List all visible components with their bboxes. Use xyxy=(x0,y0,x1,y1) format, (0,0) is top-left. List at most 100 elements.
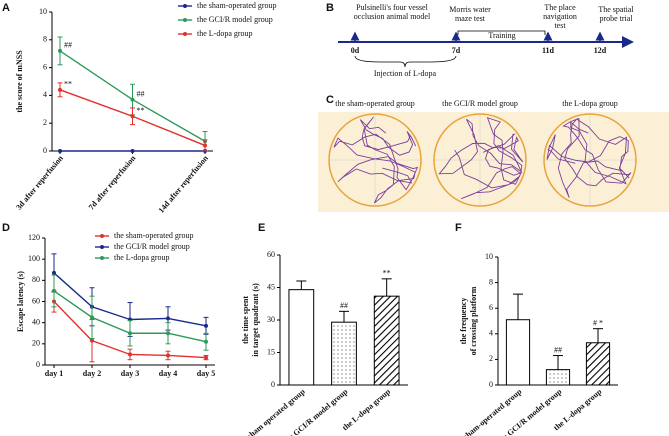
day-label: 12d xyxy=(594,46,607,55)
y-tick-label: 20 xyxy=(32,339,40,348)
y-tick-label: 0 xyxy=(43,146,47,155)
annotation: ## xyxy=(137,89,145,98)
y-tick-label: 0 xyxy=(489,380,493,389)
annotation: ** xyxy=(383,269,391,278)
data-point xyxy=(203,143,207,148)
annotation: ## xyxy=(64,41,72,50)
y-tick-label: 8 xyxy=(43,35,47,44)
x-tick-label: day 4 xyxy=(159,369,177,378)
y-tick-label: 0 xyxy=(271,380,275,389)
y-tick-label: 40 xyxy=(32,317,40,326)
panel-label: F xyxy=(455,222,462,234)
injection-brace xyxy=(354,55,457,68)
group-caption: the GCI/R model group xyxy=(442,99,518,108)
annotation: # * xyxy=(593,319,603,328)
legend-label: the GCI/R model group xyxy=(197,15,273,24)
group-caption: the L-dopa group xyxy=(562,99,618,108)
y-tick-label: 6 xyxy=(489,303,493,312)
data-point xyxy=(52,270,56,275)
x-tick-label: day 3 xyxy=(121,369,139,378)
data-point xyxy=(204,339,208,344)
data-point xyxy=(130,149,135,153)
legend-label: the GCI/R model group xyxy=(114,242,190,251)
y-tick-label: 60 xyxy=(267,250,275,259)
data-point xyxy=(166,316,170,321)
legend-marker xyxy=(183,4,187,8)
y-tick-label: 30 xyxy=(267,315,275,324)
data-point xyxy=(52,288,56,293)
day-label: 7d xyxy=(452,46,461,55)
injection-label: Injection of L-dopa xyxy=(374,69,437,78)
pool xyxy=(433,113,527,207)
bar xyxy=(505,319,531,386)
y-tick-label: 2 xyxy=(43,118,47,127)
y-tick-label: 10 xyxy=(485,252,493,261)
legend-marker xyxy=(100,234,104,238)
data-point xyxy=(128,352,132,357)
event-label: The place xyxy=(544,3,576,12)
data-point xyxy=(58,48,62,53)
y-axis-label: of crossing platform xyxy=(469,286,478,355)
bar xyxy=(585,342,611,386)
y-axis-label: Escape latency (s) xyxy=(16,271,25,332)
annotation: ## xyxy=(554,345,562,354)
y-tick-label: 60 xyxy=(32,296,40,305)
panel-label: D xyxy=(2,222,10,234)
legend-label: the L-dopa group xyxy=(114,253,170,262)
y-tick-label: 10 xyxy=(39,7,47,16)
event-label: Pulsinelli's four vessel xyxy=(356,3,428,12)
y-axis-label: in target quadrant (s) xyxy=(251,283,260,357)
data-point xyxy=(204,323,208,328)
bar xyxy=(288,289,315,386)
y-tick-label: 2 xyxy=(489,354,493,363)
y-tick-label: 4 xyxy=(489,329,493,338)
legend-label: the L-dopa group xyxy=(197,29,253,38)
legend-marker xyxy=(100,245,104,249)
y-tick-label: 80 xyxy=(32,275,40,284)
training-bracket xyxy=(457,30,546,35)
swim-path xyxy=(546,117,632,198)
data-point xyxy=(130,97,135,102)
y-axis-label: the score of mNSS xyxy=(15,50,24,113)
annotation: ## xyxy=(340,301,348,310)
group-caption: the sham-operated group xyxy=(335,99,415,108)
event-label: probe trial xyxy=(599,14,633,23)
y-tick-label: 8 xyxy=(489,277,493,286)
x-tick-label: 3d after reperfusion xyxy=(14,153,65,211)
y-tick-label: 120 xyxy=(28,233,40,242)
legend-marker xyxy=(183,18,187,22)
data-point xyxy=(90,338,94,343)
bar xyxy=(331,321,357,386)
legend-label: the sham-operated group xyxy=(197,1,277,10)
y-tick-label: 45 xyxy=(267,282,275,291)
y-axis-label: the frequency xyxy=(459,298,468,345)
bar xyxy=(545,369,571,386)
data-point xyxy=(204,355,208,360)
legend-marker xyxy=(183,32,187,36)
panel-label: C xyxy=(326,94,334,106)
event-label: The spatial xyxy=(598,5,634,14)
data-point xyxy=(130,114,135,119)
data-point xyxy=(90,315,94,320)
data-point xyxy=(58,149,62,153)
event-label: occlusion animal model xyxy=(354,12,431,21)
y-tick-label: 6 xyxy=(43,62,47,71)
event-label: test xyxy=(554,21,566,30)
y-tick-label: 15 xyxy=(267,347,275,356)
day-label: 0d xyxy=(351,46,360,55)
x-tick-label: day 5 xyxy=(197,369,215,378)
x-tick-label: 7d after reperfusion xyxy=(87,153,138,211)
x-tick-label: day 1 xyxy=(45,369,63,378)
legend-marker xyxy=(100,256,104,260)
y-tick-label: 0 xyxy=(36,360,40,369)
data-point xyxy=(128,331,132,336)
track-background xyxy=(318,112,669,212)
panel-label: A xyxy=(2,2,10,14)
y-tick-label: 100 xyxy=(28,254,40,263)
data-point xyxy=(58,87,62,92)
x-tick-label: 14d after reperfusion xyxy=(157,153,211,214)
legend-label: the sham-operated group xyxy=(114,231,194,240)
panel-label: B xyxy=(326,2,334,14)
x-tick-label: day 2 xyxy=(83,369,101,378)
